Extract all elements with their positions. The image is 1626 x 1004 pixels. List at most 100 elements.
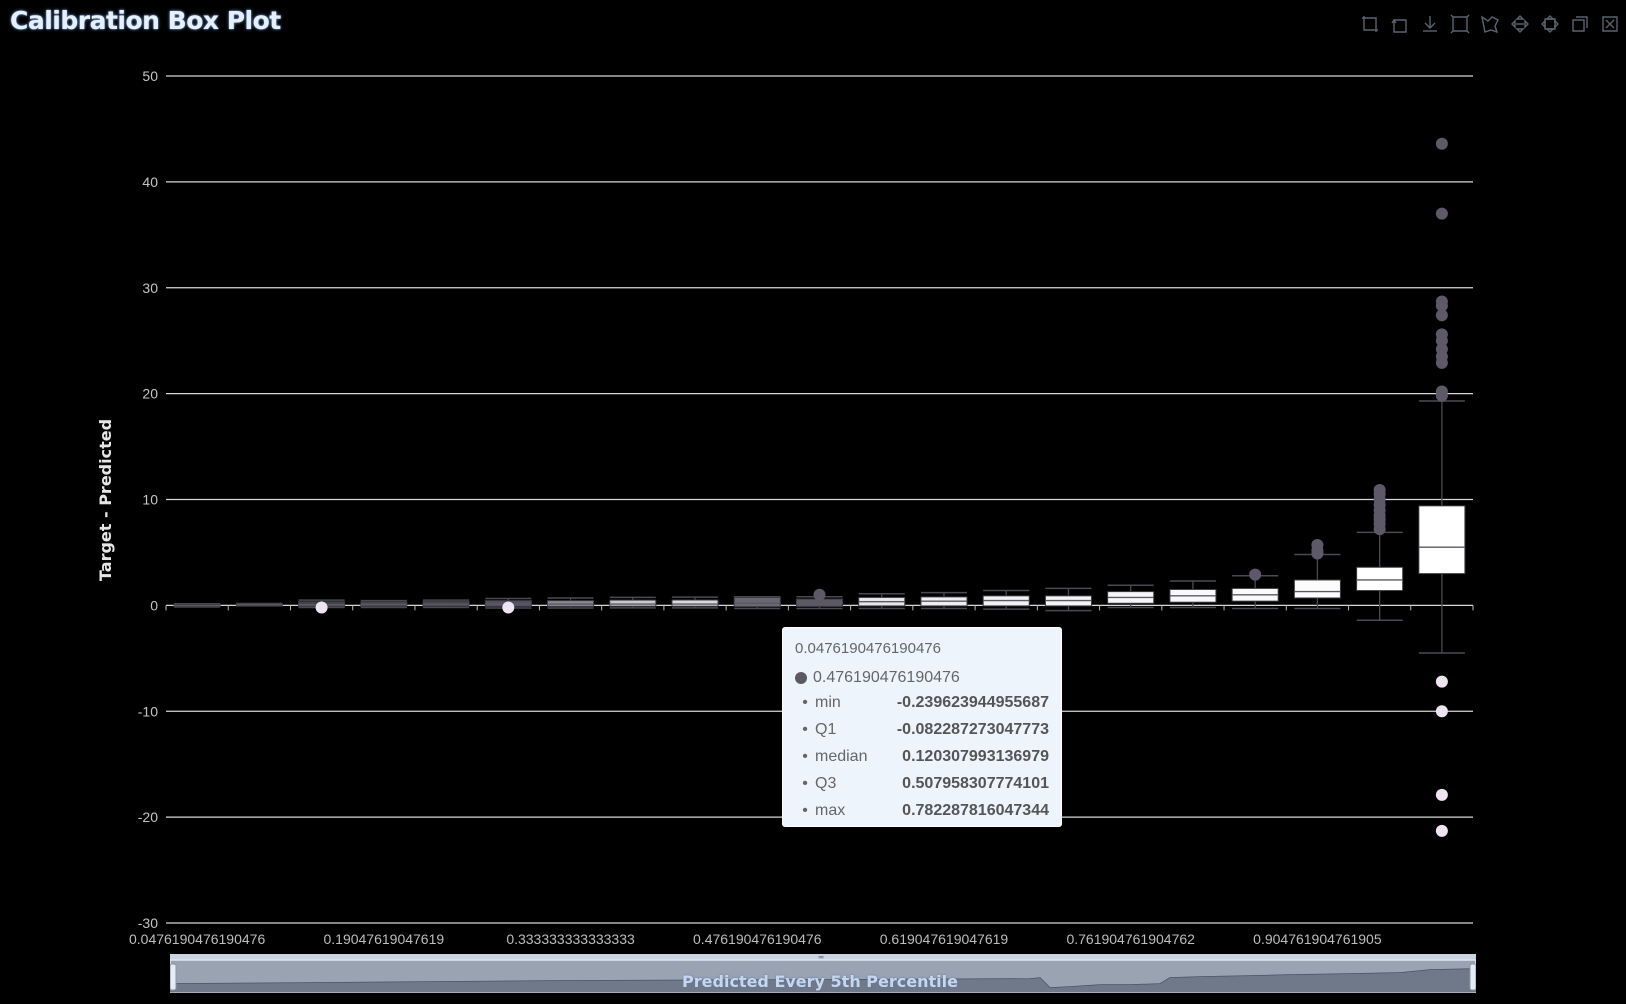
tooltip-row: • Q1 -0.082287273047773 bbox=[795, 718, 1049, 745]
x-tick-label: 0.0476190476190476 bbox=[129, 931, 265, 947]
outlier-point bbox=[1435, 385, 1448, 398]
tooltip-series: 0.476190476190476 bbox=[795, 664, 1049, 691]
zoom-handle-left[interactable] bbox=[170, 963, 177, 991]
box-item bbox=[360, 599, 408, 609]
box-item bbox=[1169, 580, 1217, 609]
y-tick-label: 40 bbox=[142, 174, 158, 190]
x-tick-label: 0.476190476190476 bbox=[693, 931, 822, 947]
box-item bbox=[795, 588, 844, 610]
download-icon[interactable] bbox=[1420, 14, 1440, 34]
y-tick-label: -30 bbox=[138, 915, 158, 931]
outlier-point bbox=[1435, 137, 1448, 150]
outlier-point bbox=[1435, 675, 1448, 688]
zoom-slider-area bbox=[170, 969, 1476, 992]
y-tick-label: 0 bbox=[150, 597, 158, 613]
box-item bbox=[982, 589, 1030, 610]
box-item bbox=[173, 603, 221, 608]
bullet-icon: • bbox=[802, 721, 808, 738]
box-body bbox=[733, 596, 781, 608]
outlier-point bbox=[315, 601, 328, 614]
box-body bbox=[1293, 579, 1341, 599]
close-icon[interactable] bbox=[1600, 14, 1620, 34]
y-tick-label: 50 bbox=[142, 68, 158, 84]
pan-icon[interactable] bbox=[1510, 14, 1530, 34]
tooltip-row: • min -0.239623944955687 bbox=[795, 691, 1049, 718]
box-item bbox=[1293, 539, 1341, 610]
outlier-point bbox=[1311, 539, 1324, 552]
chart-toolbar bbox=[1360, 14, 1620, 34]
outlier-point bbox=[1435, 705, 1448, 718]
box-item bbox=[671, 596, 719, 609]
x-tick-label: 0.19047619047619 bbox=[323, 931, 444, 947]
tooltip-key: Q1 bbox=[815, 721, 837, 738]
outlier-point bbox=[502, 601, 515, 614]
outlier-point bbox=[1435, 328, 1448, 341]
x-tick-label: 0.619047619047619 bbox=[880, 931, 1009, 947]
y-tick-label: 30 bbox=[142, 280, 158, 296]
y-tick-label: 20 bbox=[142, 386, 158, 402]
outlier-point bbox=[1435, 788, 1448, 801]
tooltip-value: 0.507958307774101 bbox=[902, 775, 1049, 792]
zoom-grip-icon[interactable]: ═ bbox=[818, 954, 824, 962]
box-item bbox=[547, 597, 595, 609]
tooltip-key: max bbox=[815, 802, 846, 819]
y-axis-ticks: -30 -20 -10 0 10 20 30 40 50 bbox=[138, 68, 158, 931]
tooltip-row: • Q3 0.507958307774101 bbox=[795, 772, 1049, 799]
zoom-slider[interactable]: ═ bbox=[170, 954, 1476, 994]
x-tick-label: 0.761904761904762 bbox=[1066, 931, 1195, 947]
zoom-area-icon[interactable] bbox=[1360, 14, 1380, 34]
tooltip-header: 0.0476190476190476 bbox=[795, 640, 941, 657]
tooltip-key: median bbox=[815, 748, 868, 765]
tooltip-key: min bbox=[815, 694, 841, 711]
box-item bbox=[920, 591, 968, 610]
box-item bbox=[1231, 568, 1279, 610]
zoom-handle-right[interactable] bbox=[1469, 963, 1476, 991]
x-tick-label: 0.333333333333333 bbox=[506, 931, 635, 947]
restore-icon[interactable] bbox=[1570, 14, 1590, 34]
zoom-slider-top-track[interactable] bbox=[170, 954, 1476, 960]
outlier-point bbox=[1249, 568, 1262, 581]
y-axis-label: Target - Predicted bbox=[96, 419, 115, 581]
outlier-point bbox=[1435, 343, 1448, 356]
box-item bbox=[609, 596, 657, 609]
box-item bbox=[298, 599, 346, 614]
outlier-point bbox=[1373, 483, 1386, 496]
zoom-reset-icon[interactable] bbox=[1390, 14, 1410, 34]
lasso-select-icon[interactable] bbox=[1480, 14, 1500, 34]
box-select-icon[interactable] bbox=[1450, 14, 1470, 34]
box-item bbox=[858, 592, 906, 610]
tooltip-value: -0.082287273047773 bbox=[896, 721, 1049, 738]
box-item bbox=[1107, 584, 1155, 609]
box-item bbox=[1418, 137, 1466, 837]
tooltip-value: 0.782287816047344 bbox=[902, 802, 1049, 819]
bullet-icon: • bbox=[802, 748, 808, 765]
x-axis-ticks: 0.0476190476190476 0.19047619047619 0.3333… bbox=[129, 605, 1474, 947]
chart-title: Calibration Box Plot bbox=[10, 6, 281, 35]
outlier-point bbox=[1435, 309, 1448, 322]
tooltip-value: -0.239623944955687 bbox=[896, 694, 1049, 711]
box-item bbox=[733, 595, 781, 610]
y-tick-label: -10 bbox=[138, 703, 158, 719]
expand-icon[interactable] bbox=[1540, 14, 1560, 34]
outlier-point bbox=[1435, 207, 1448, 220]
box-item bbox=[484, 597, 532, 614]
bullet-icon: • bbox=[802, 694, 808, 711]
series-marker-icon bbox=[795, 671, 807, 684]
outlier-point bbox=[1435, 824, 1448, 837]
outlier-point bbox=[813, 588, 826, 601]
y-tick-label: 10 bbox=[142, 492, 158, 508]
x-axis-label: Predicted Every 5th Percentile bbox=[682, 972, 958, 991]
tooltip-value: 0.120307993136979 bbox=[902, 748, 1049, 765]
outlier-point bbox=[1435, 295, 1448, 308]
tooltip-series-label: 0.476190476190476 bbox=[813, 668, 960, 686]
tooltip-row: • median 0.120307993136979 bbox=[795, 745, 1049, 772]
boxes bbox=[173, 137, 1466, 837]
box-item bbox=[235, 602, 283, 607]
box-body bbox=[1356, 566, 1404, 592]
tooltip-key: Q3 bbox=[815, 775, 837, 792]
box-item bbox=[1356, 483, 1404, 621]
box-body bbox=[609, 599, 657, 607]
y-tick-label: -20 bbox=[138, 809, 158, 825]
x-tick-label: 0.904761904761905 bbox=[1253, 931, 1382, 947]
